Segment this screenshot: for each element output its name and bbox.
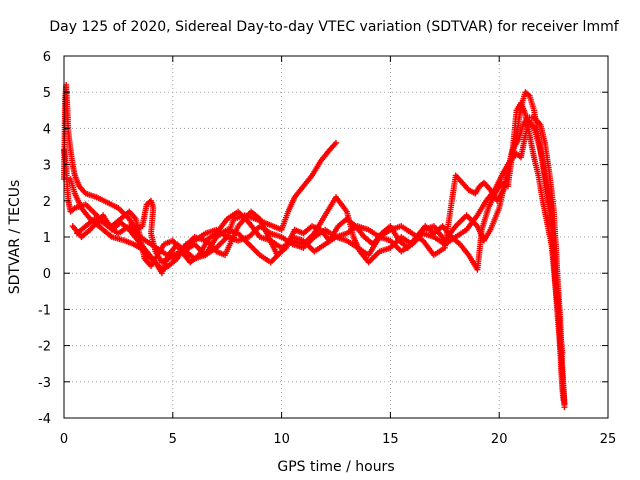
y-tick-label: 4 xyxy=(43,122,51,137)
x-tick-label: 5 xyxy=(169,432,177,447)
x-axis-label: GPS time / hours xyxy=(277,459,394,475)
y-tick-label: 5 xyxy=(43,86,51,101)
y-tick-label: 2 xyxy=(43,195,51,210)
tick-labels: 0 5 10 15 20 25 -4 -3 -2 -1 0 1 2 3 4 5 6 xyxy=(38,50,616,447)
series-track-e xyxy=(74,100,568,411)
y-axis-label: SDTVAR / TECUs xyxy=(7,180,23,295)
chart-title: Day 125 of 2020, Sidereal Day-to-day VTE… xyxy=(49,19,619,35)
x-tick-label: 25 xyxy=(600,432,617,447)
y-tick-label: -4 xyxy=(38,412,51,427)
data-point xyxy=(561,404,568,411)
y-tick-label: 1 xyxy=(43,231,51,246)
x-tick-label: 0 xyxy=(60,432,68,447)
y-tick-label: 3 xyxy=(43,159,51,174)
y-tick-label: -2 xyxy=(38,340,51,355)
x-tick-label: 10 xyxy=(273,432,290,447)
y-tick-label: 0 xyxy=(43,267,51,282)
y-tick-label: -1 xyxy=(38,303,51,318)
axis-ticks xyxy=(63,55,609,419)
x-tick-label: 15 xyxy=(382,432,399,447)
x-tick-label: 20 xyxy=(491,432,508,447)
y-tick-label: 6 xyxy=(43,50,51,65)
y-tick-label: -3 xyxy=(38,376,51,391)
data-points xyxy=(61,81,568,411)
series-track-c xyxy=(67,114,568,407)
data-point xyxy=(333,139,339,146)
